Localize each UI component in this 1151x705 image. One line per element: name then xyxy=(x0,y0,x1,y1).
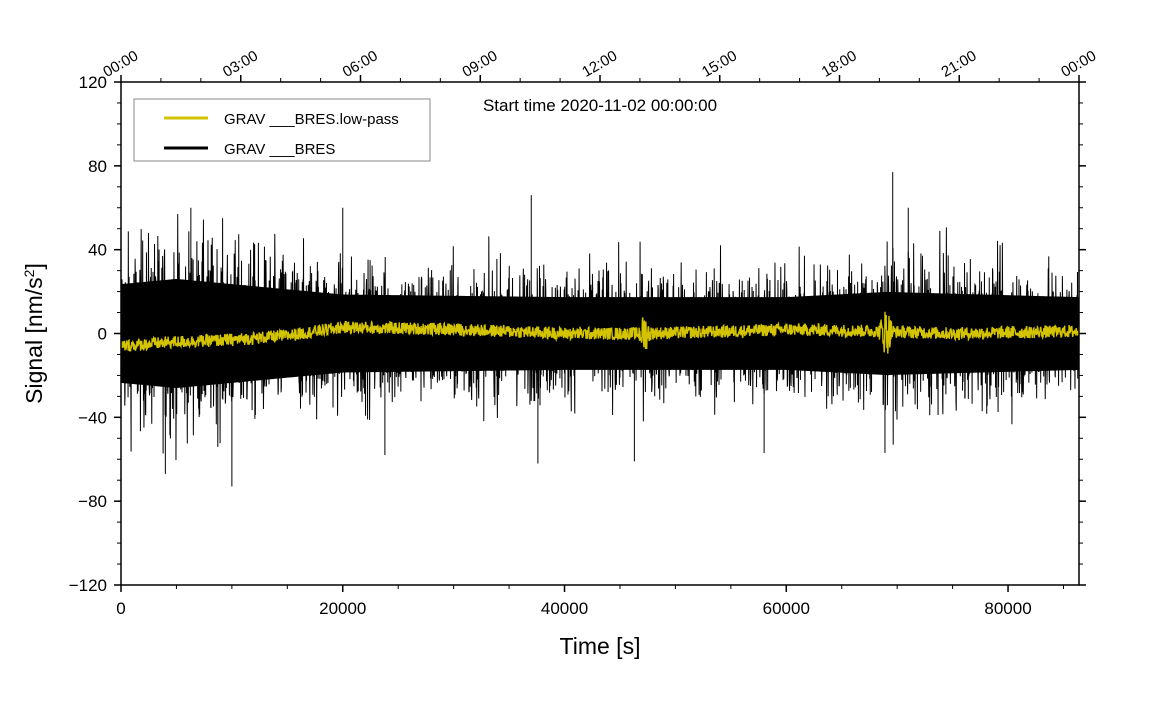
legend-label-raw: GRAV ___BRES xyxy=(224,141,335,158)
y-tick-label: −40 xyxy=(78,408,107,427)
legend-label-lowpass: GRAV ___BRES.low-pass xyxy=(224,111,399,128)
y-tick-label: 0 xyxy=(98,325,107,344)
x-tick-label: 80000 xyxy=(984,599,1031,618)
legend-box xyxy=(133,98,431,162)
y-tick-label: 120 xyxy=(79,73,107,92)
start-time-annotation: Start time 2020-11-02 00:00:00 xyxy=(483,96,717,115)
x-tick-label: 0 xyxy=(116,599,125,618)
y-tick-label: 40 xyxy=(88,241,107,260)
y-tick-label: −80 xyxy=(78,492,107,511)
x-tick-label: 60000 xyxy=(763,599,810,618)
y-tick-label: −120 xyxy=(69,576,107,595)
x-tick-label: 20000 xyxy=(319,599,366,618)
series-lowpass-line xyxy=(121,311,1079,354)
data-layer xyxy=(121,172,1079,487)
x-axis-title: Time [s] xyxy=(560,633,641,659)
y-tick-label: 80 xyxy=(88,157,107,176)
legend: GRAV ___BRES.low-pass GRAV ___BRES xyxy=(133,98,431,162)
x-tick-label: 40000 xyxy=(541,599,588,618)
y-axis-title: Signal [nm/s2] xyxy=(21,263,47,404)
